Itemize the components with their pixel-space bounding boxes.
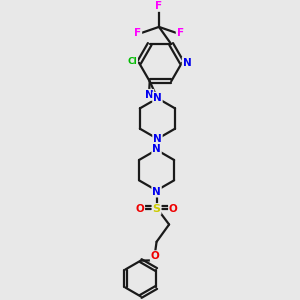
Text: N: N [183, 58, 191, 68]
Text: N: N [145, 90, 154, 100]
Text: O: O [136, 204, 144, 214]
Text: F: F [134, 28, 141, 38]
Text: N: N [152, 187, 161, 197]
Text: N: N [153, 134, 162, 144]
Text: F: F [177, 28, 184, 38]
Text: O: O [151, 251, 159, 261]
Text: S: S [153, 204, 160, 214]
Text: O: O [169, 204, 178, 214]
Text: N: N [153, 93, 162, 103]
Text: F: F [155, 1, 163, 11]
Text: N: N [152, 144, 161, 154]
Text: Cl: Cl [128, 57, 137, 66]
